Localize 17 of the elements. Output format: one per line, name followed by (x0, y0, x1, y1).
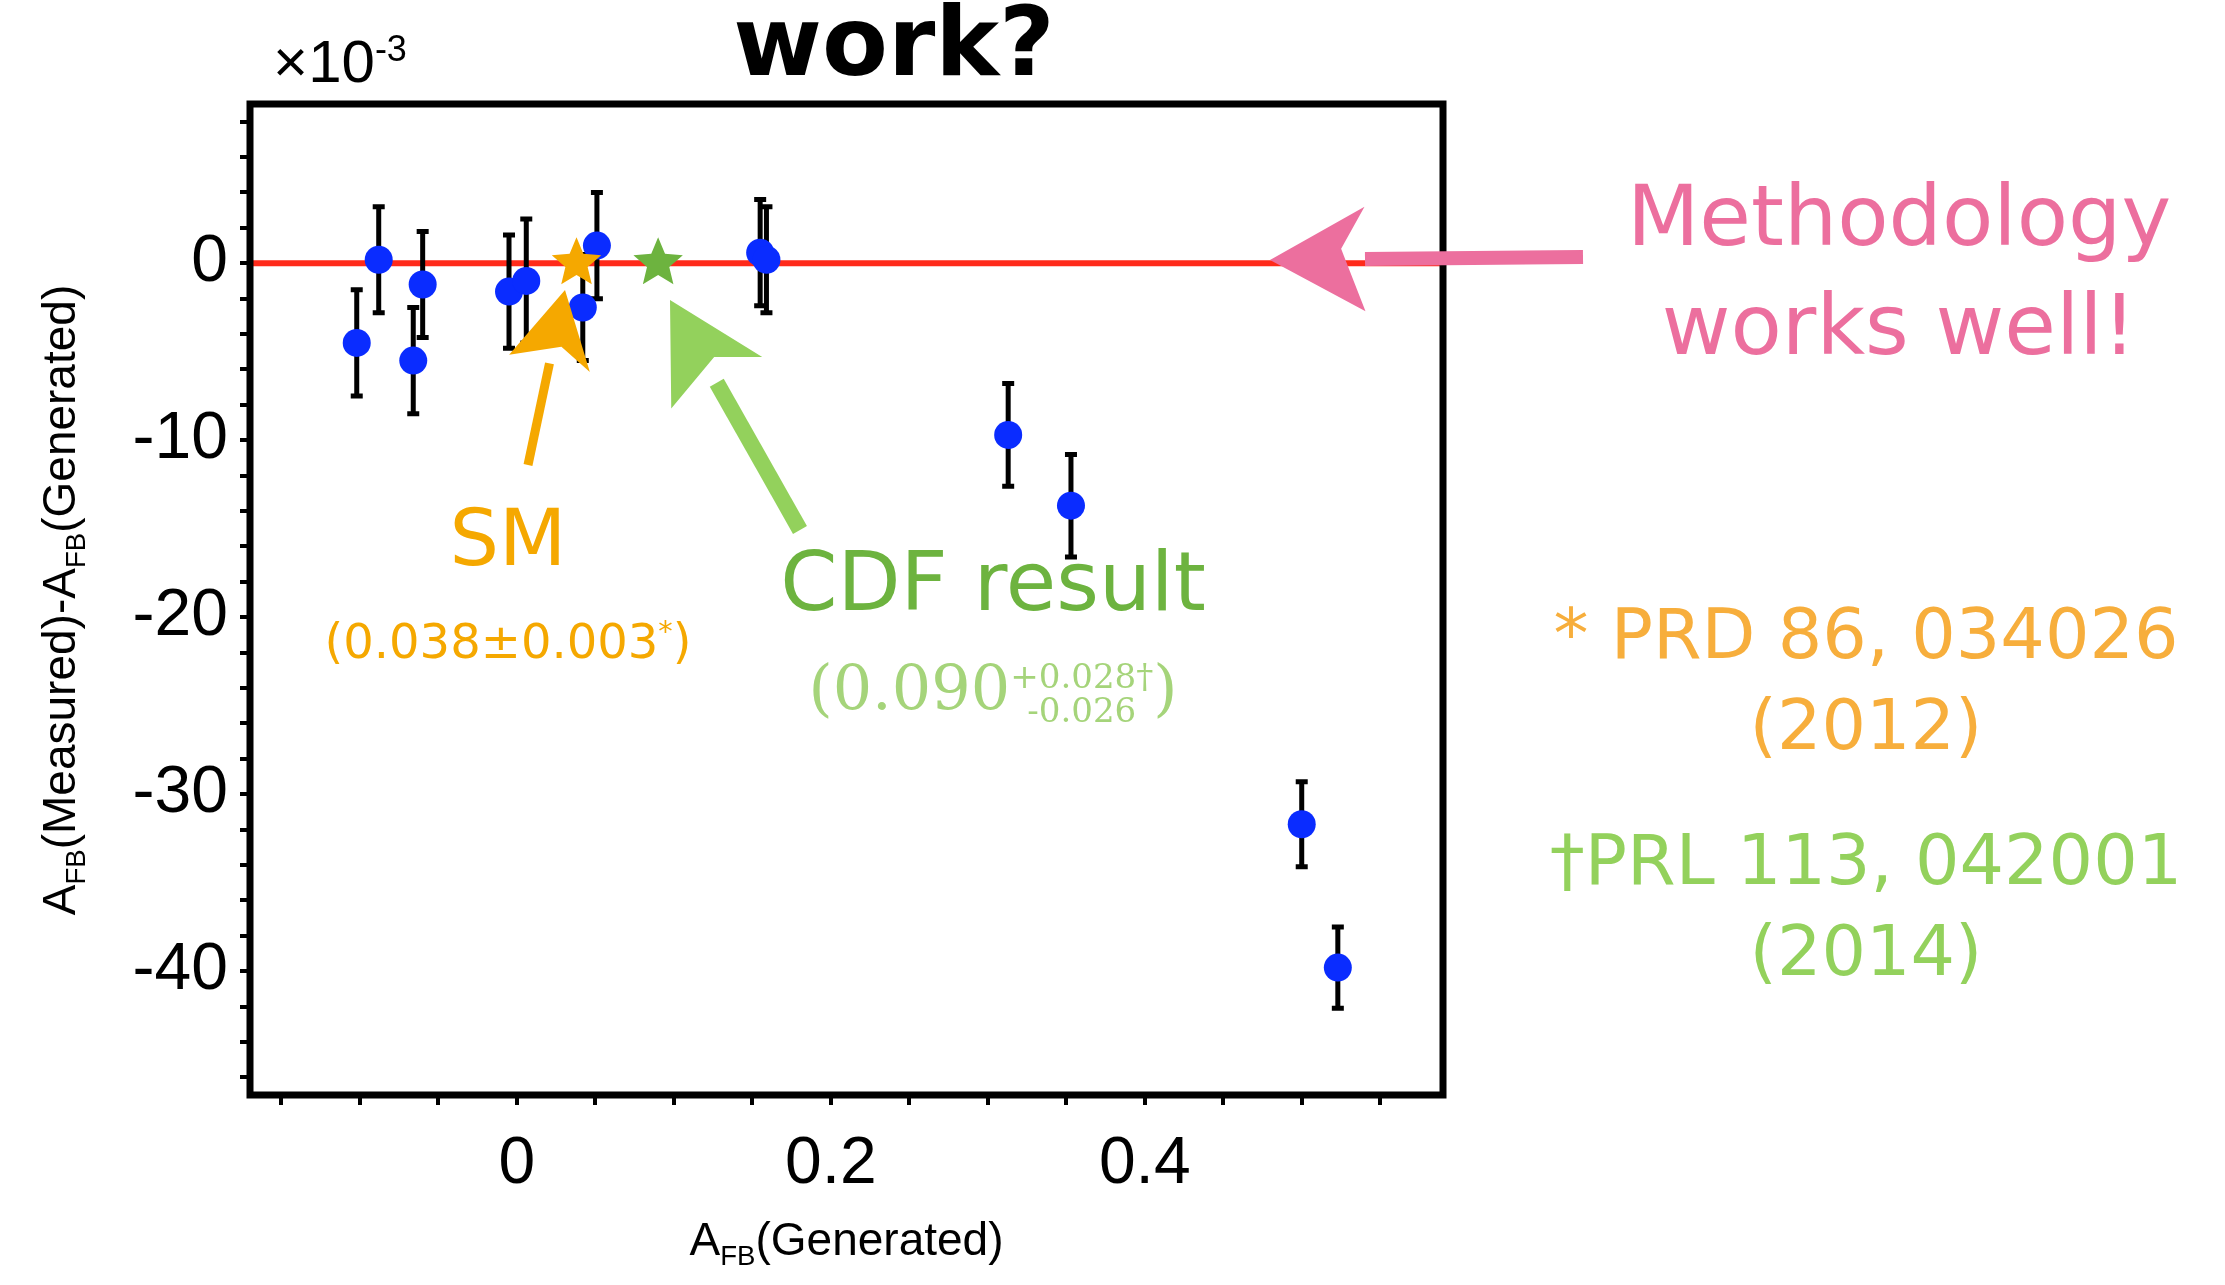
x-tick-label: 0.2 (784, 1122, 877, 1197)
y-tick-label: 0 (191, 221, 228, 296)
annotation: CDF result (780, 532, 1206, 631)
text: †PRL 113, 042001 (2014) (1548, 818, 2184, 994)
x-axis-title: A$_{FB}$(Generated) (689, 1212, 1004, 1273)
x-tick-label: 0 (498, 1122, 536, 1197)
y-tick-label: -10 (132, 398, 228, 473)
text: Methodology works well! (1625, 165, 2173, 376)
y-tick-label: -40 (132, 929, 228, 1004)
text: ×10$^{-3}$ (273, 27, 407, 97)
annotation: (0.038±0.003$^{*}$) (324, 611, 692, 671)
y-tick-label: -20 (132, 575, 228, 650)
chart-title: work? (733, 0, 1055, 98)
x-tick-label: 0.4 (1098, 1122, 1191, 1197)
annotation: SM (449, 492, 567, 586)
text: * PRD 86, 034026 (2012) (1552, 592, 2180, 768)
y-tick-label: -30 (132, 752, 228, 827)
